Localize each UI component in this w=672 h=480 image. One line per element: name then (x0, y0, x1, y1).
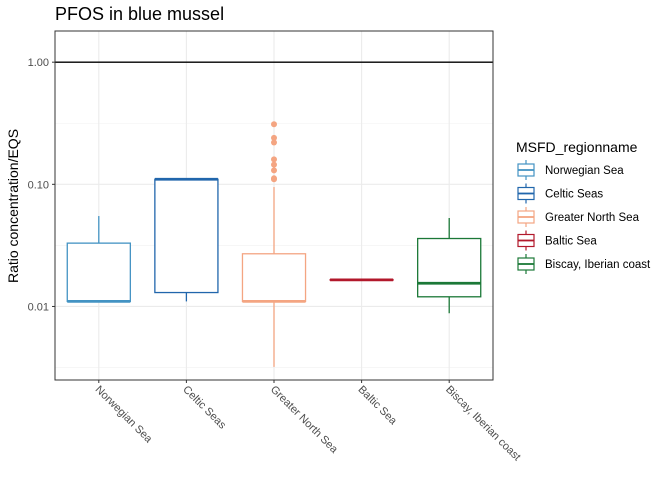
x-tick-label: Norwegian Sea (93, 384, 155, 446)
y-tick-label: 1.00 (28, 57, 49, 69)
legend-item-biscay-iberian-coast: Biscay, Iberian coast (517, 254, 651, 274)
legend-item-greater-north-sea: Greater North Sea (517, 207, 640, 227)
y-axis-title: Ratio concentration/EQS (5, 129, 21, 283)
box-outlier (271, 139, 277, 146)
legend-item-norwegian-sea: Norwegian Sea (517, 160, 624, 180)
box-body (241, 253, 307, 303)
legend: MSFD_regionname Norwegian Sea Celtic Seas… (516, 139, 651, 274)
box-body (417, 237, 482, 298)
box-body (66, 242, 131, 303)
y-tick-label: 0.01 (28, 301, 49, 313)
box-outlier (271, 134, 277, 141)
box-outlier (271, 121, 277, 128)
legend-item-celtic-seas: Celtic Seas (517, 183, 603, 204)
box-outlier (271, 175, 277, 182)
legend-label: Norwegian Sea (545, 165, 624, 177)
legend-label: Greater North Sea (545, 212, 640, 224)
box-body (154, 178, 219, 294)
legend-label: Biscay, Iberian coast (545, 259, 651, 271)
box-norwegian-sea (66, 216, 131, 303)
box-celtic-seas (154, 177, 219, 302)
legend-title: MSFD_regionname (516, 139, 638, 155)
box-biscay-iberian-coast (417, 217, 482, 314)
legend-label: Celtic Seas (545, 189, 603, 201)
x-tick-label: Celtic Seas (180, 384, 228, 432)
legend-label: Baltic Sea (545, 236, 597, 248)
y-tick-label: 0.10 (28, 179, 49, 191)
x-tick-label: Baltic Sea (355, 384, 399, 428)
box-outlier (271, 156, 277, 163)
legend-item-baltic-sea: Baltic Sea (517, 230, 597, 251)
x-tick-label: Greater North Sea (268, 384, 341, 457)
x-tick-label: Biscay, Iberian coast (443, 384, 523, 464)
box-greater-north-sea (241, 121, 307, 367)
box-outlier (271, 161, 277, 168)
box-outlier (271, 167, 277, 174)
chart-title: PFOS in blue mussel (55, 4, 224, 24)
